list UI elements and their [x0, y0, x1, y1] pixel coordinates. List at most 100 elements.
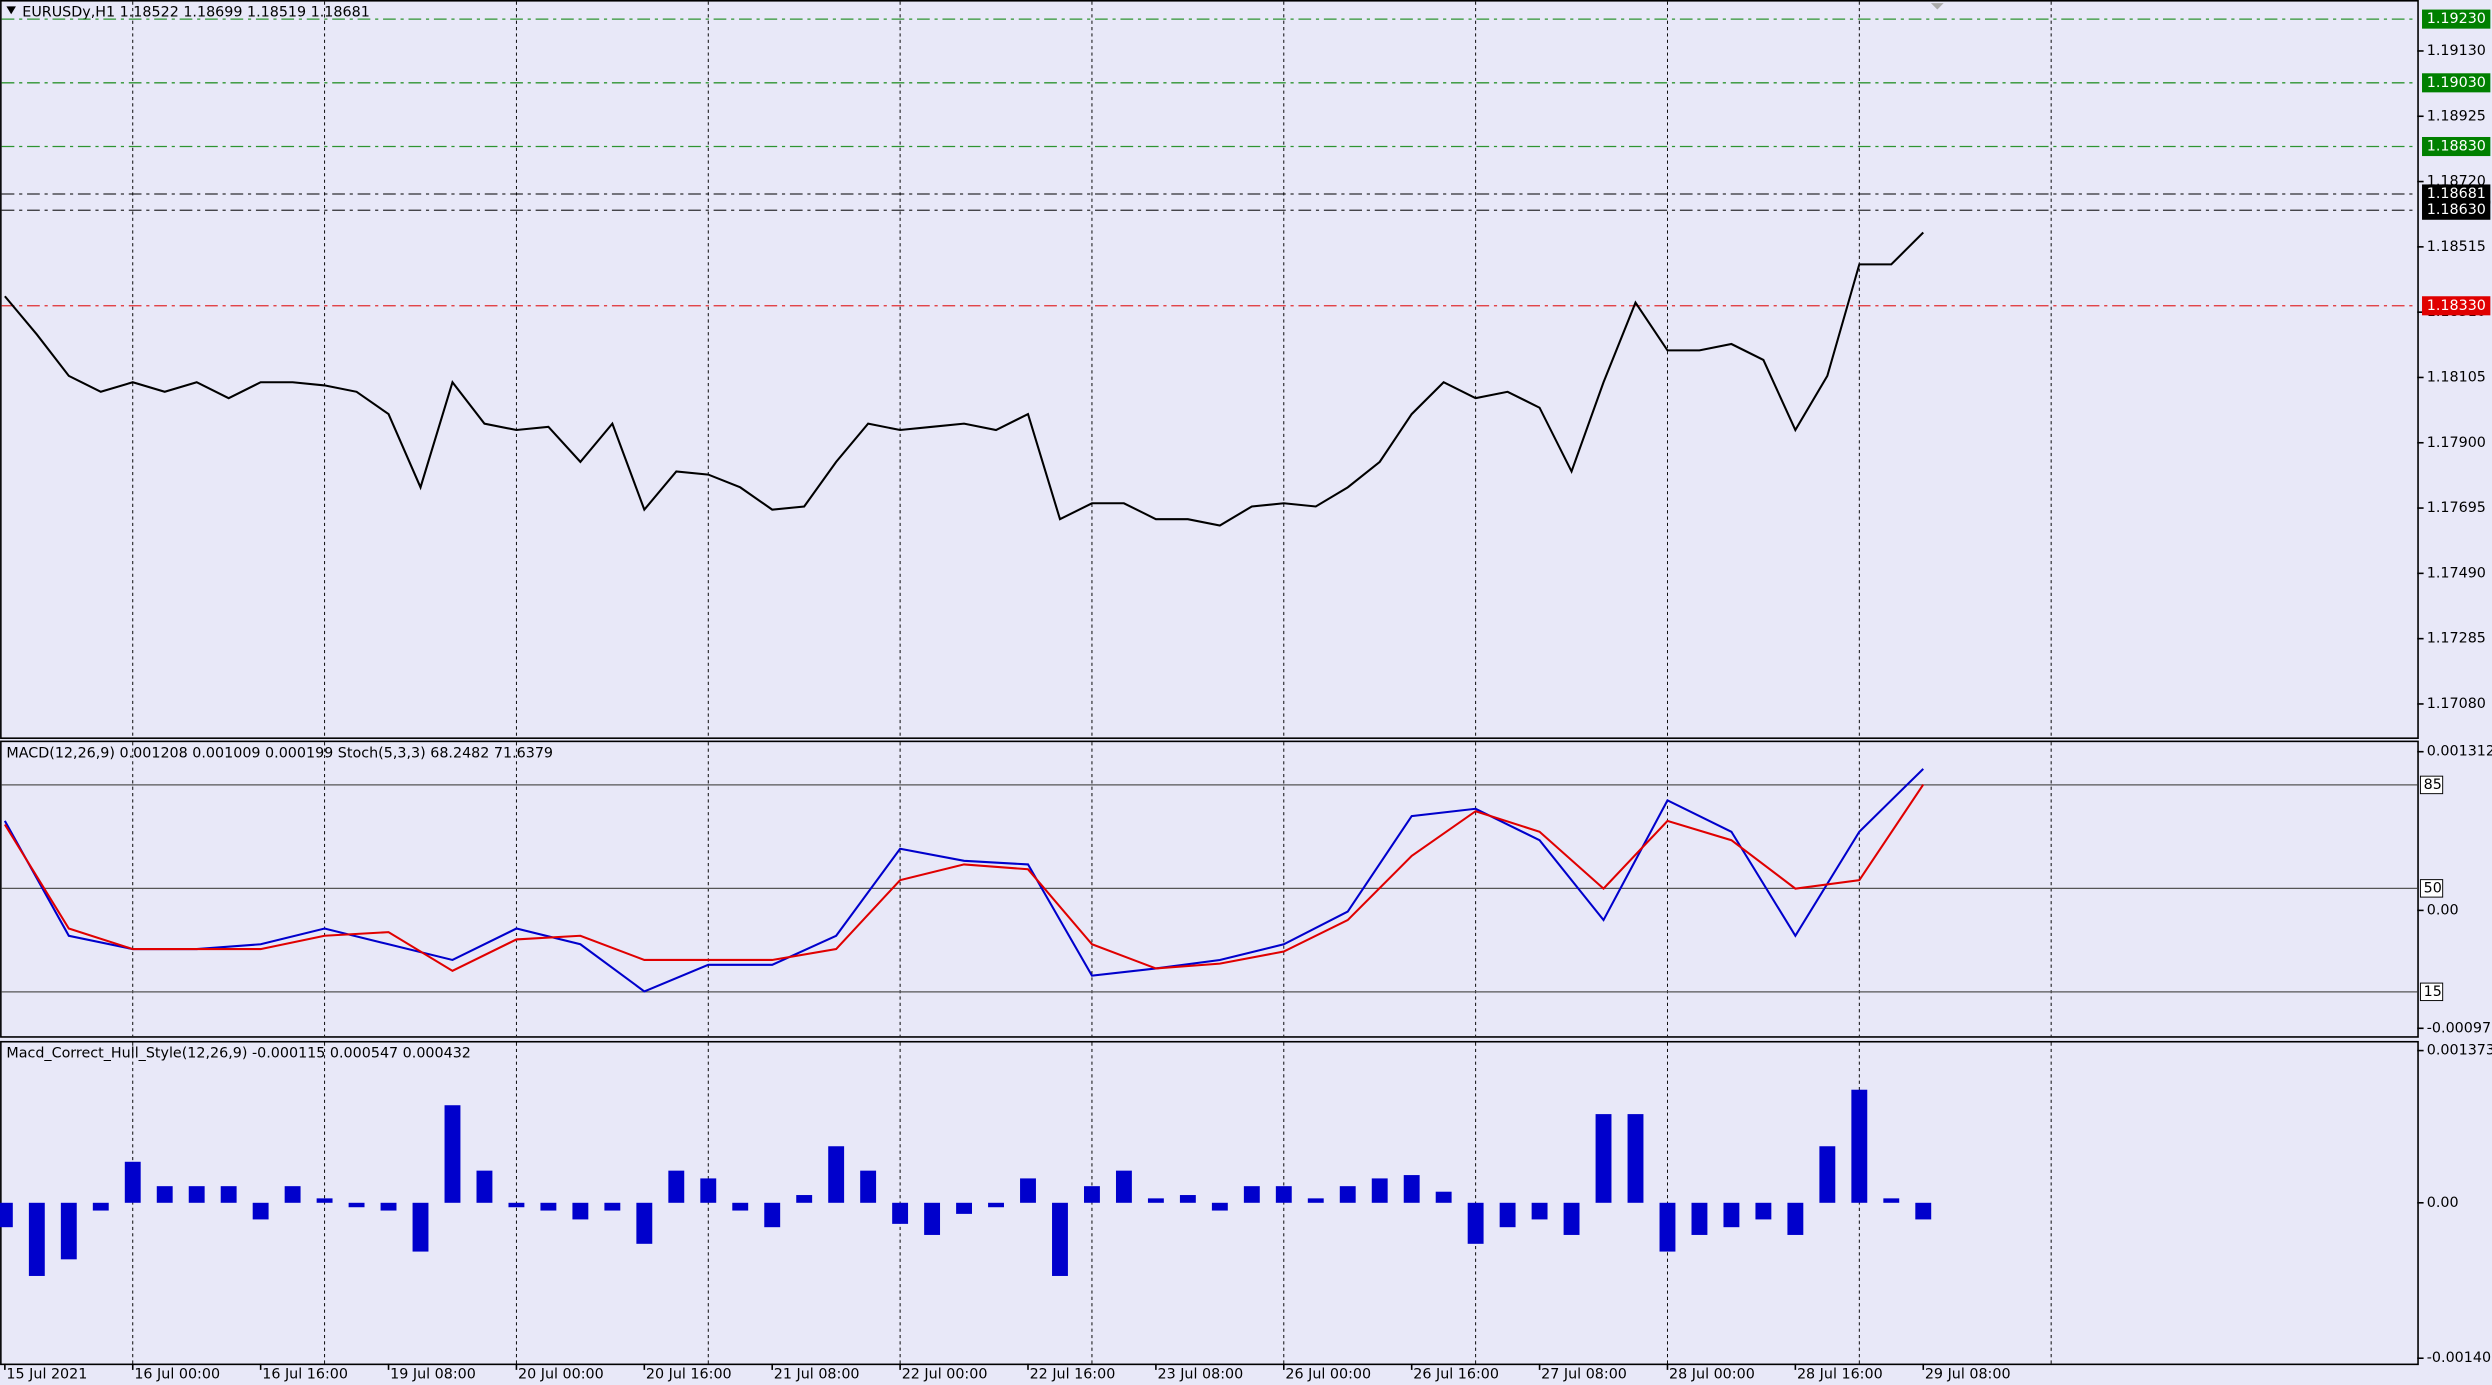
histogram-bar	[1211, 1202, 1228, 1211]
y2-tick-label: 50	[2424, 880, 2442, 896]
histogram-bar	[796, 1195, 813, 1203]
histogram-bar	[1755, 1202, 1772, 1220]
histogram-bar	[1307, 1198, 1324, 1203]
histogram-bar	[1691, 1202, 1708, 1235]
price-tag-label: 1.18330	[2427, 298, 2486, 314]
histogram-bar	[316, 1198, 333, 1203]
y-tick-label: 1.18105	[2427, 369, 2486, 385]
histogram-bar	[1659, 1202, 1676, 1252]
histogram-bar	[476, 1170, 493, 1203]
price-tag	[2422, 296, 2491, 316]
x-tick-label: 16 Jul 16:00	[262, 1367, 348, 1383]
histogram-bar	[636, 1202, 653, 1244]
x-tick-label: 15 Jul 2021	[6, 1367, 87, 1383]
y-tick-label: -0.000975	[2427, 1020, 2492, 1036]
series-line	[3, 784, 1925, 973]
histogram-bar	[1084, 1186, 1100, 1203]
histogram-bar	[508, 1202, 525, 1208]
histogram-bar	[988, 1202, 1004, 1208]
histogram-bar	[1115, 1170, 1132, 1203]
y-tick-label: 1.17080	[2427, 696, 2486, 712]
histogram-bar	[1851, 1089, 1868, 1203]
x-tick-label: 20 Jul 00:00	[518, 1367, 604, 1383]
histogram-bar	[1563, 1202, 1580, 1235]
y-tick-label: 1.17490	[2427, 565, 2486, 581]
macd-panel-frame	[0, 740, 2419, 1038]
price-tag-label: 1.18830	[2427, 139, 2486, 155]
x-tick-label: 27 Jul 08:00	[1541, 1367, 1627, 1383]
series-line	[4, 231, 1924, 527]
series-line	[3, 768, 1924, 993]
x-tick-label: 16 Jul 00:00	[134, 1367, 220, 1383]
x-tick-label: 21 Jul 08:00	[774, 1367, 860, 1383]
y-tick-label: 0.00	[2427, 902, 2459, 918]
histogram-bar	[1275, 1186, 1292, 1203]
histogram-bar	[380, 1202, 397, 1211]
price-tag	[2422, 136, 2491, 157]
histogram-bar	[1339, 1186, 1356, 1203]
price-tag-label: 1.19030	[2427, 75, 2486, 91]
histogram-bar	[60, 1202, 77, 1260]
histogram-bar	[92, 1202, 109, 1211]
y-tick-label: 0.001373	[2427, 1043, 2492, 1059]
histogram-bar	[1915, 1202, 1932, 1220]
histogram-bar	[1435, 1191, 1452, 1203]
y-tick-label: 1.17695	[2427, 500, 2486, 516]
histogram-bar	[124, 1161, 141, 1203]
histogram-bar	[668, 1170, 685, 1203]
histogram-bar	[348, 1202, 365, 1208]
x-tick-label: 26 Jul 00:00	[1285, 1367, 1371, 1383]
histogram-bar	[892, 1202, 909, 1224]
histogram-bar	[1883, 1198, 1900, 1203]
histogram-bar	[28, 1202, 45, 1276]
x-tick-label: 29 Jul 08:00	[1925, 1367, 2011, 1383]
y-tick-label: 0.001312	[2427, 744, 2492, 760]
panel-title: MACD(12,26,9) 0.001208 0.001009 0.000199…	[6, 745, 553, 761]
histogram-bar	[1179, 1195, 1196, 1203]
x-tick-label: 23 Jul 08:00	[1157, 1367, 1243, 1383]
histogram-bar	[188, 1186, 205, 1203]
histogram-bar	[572, 1202, 589, 1220]
level-tag	[2419, 775, 2444, 795]
histogram-bar	[924, 1202, 941, 1235]
histogram-bar	[764, 1202, 781, 1228]
x-tick-label: 22 Jul 16:00	[1030, 1367, 1116, 1383]
price-tag-label: 1.19230	[2427, 11, 2486, 27]
price-tag	[2422, 184, 2491, 204]
histogram-bar	[1627, 1114, 1644, 1203]
histogram-bar	[252, 1202, 269, 1220]
histogram-bar	[284, 1186, 301, 1203]
price-tag	[2422, 200, 2491, 220]
histogram-bar	[700, 1178, 717, 1203]
price-panel-frame	[0, 0, 2419, 739]
panel-title: Macd_Correct_Hull_Style(12,26,9) -0.0001…	[6, 1046, 471, 1062]
x-tick-label: 26 Jul 16:00	[1413, 1367, 1499, 1383]
menu-triangle	[6, 6, 16, 15]
x-tick-label: 19 Jul 08:00	[390, 1367, 476, 1383]
x-tick-label: 28 Jul 00:00	[1669, 1367, 1755, 1383]
price-tag-label: 1.18681	[2427, 186, 2486, 202]
histogram-bar	[1723, 1202, 1740, 1228]
price-tag	[2422, 9, 2491, 29]
y-tick-label: 1.17285	[2427, 631, 2486, 647]
histogram-bar	[540, 1202, 557, 1211]
histogram-bar	[1819, 1146, 1836, 1203]
price-tag	[2422, 73, 2491, 93]
histogram-bar	[956, 1202, 973, 1214]
y-tick-label: -0.001402	[2427, 1350, 2492, 1366]
x-tick-label: 28 Jul 16:00	[1797, 1367, 1883, 1383]
histogram-bar	[1371, 1178, 1388, 1203]
histogram-bar	[1787, 1202, 1804, 1235]
histogram-bar	[156, 1186, 173, 1203]
histogram-bar	[604, 1202, 621, 1211]
histogram-bar	[1531, 1202, 1548, 1220]
histogram-bar	[732, 1202, 749, 1211]
level-tag	[2419, 879, 2444, 898]
histogram-bar	[860, 1170, 877, 1203]
y-tick-label: 1.18925	[2427, 108, 2486, 124]
histogram-bar	[1595, 1114, 1612, 1203]
histogram-bar	[1020, 1178, 1036, 1203]
